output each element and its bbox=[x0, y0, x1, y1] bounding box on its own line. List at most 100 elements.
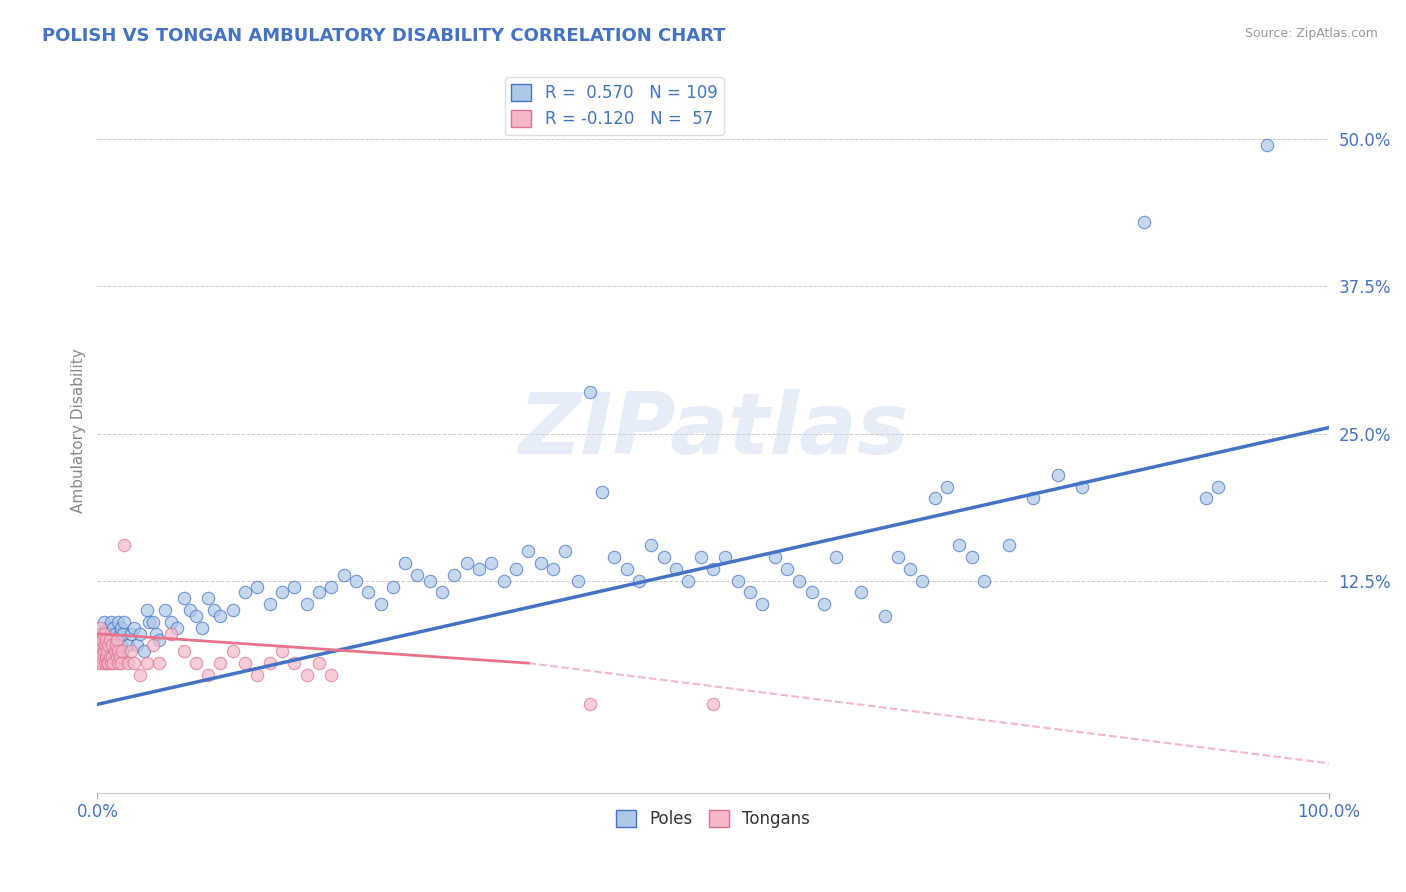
Point bbox=[103, 656, 125, 670]
Point bbox=[94, 626, 117, 640]
Point bbox=[153, 603, 176, 617]
Point bbox=[530, 556, 553, 570]
Point bbox=[259, 597, 281, 611]
Point bbox=[87, 656, 110, 670]
Point bbox=[101, 639, 124, 653]
Point bbox=[107, 615, 129, 629]
Point bbox=[763, 550, 786, 565]
Point bbox=[283, 656, 305, 670]
Point bbox=[160, 615, 183, 629]
Point bbox=[135, 603, 157, 617]
Point bbox=[105, 632, 128, 647]
Point bbox=[111, 644, 134, 658]
Point bbox=[129, 626, 152, 640]
Point bbox=[179, 603, 201, 617]
Point bbox=[603, 550, 626, 565]
Point bbox=[129, 668, 152, 682]
Point bbox=[751, 597, 773, 611]
Point bbox=[468, 562, 491, 576]
Point bbox=[184, 656, 207, 670]
Point bbox=[110, 621, 132, 635]
Point bbox=[505, 562, 527, 576]
Point bbox=[90, 632, 112, 647]
Point bbox=[1022, 491, 1045, 506]
Point bbox=[166, 621, 188, 635]
Point bbox=[103, 639, 125, 653]
Point bbox=[93, 656, 115, 670]
Point bbox=[541, 562, 564, 576]
Point bbox=[800, 585, 823, 599]
Point bbox=[112, 626, 135, 640]
Point bbox=[554, 544, 576, 558]
Point bbox=[98, 626, 121, 640]
Point bbox=[120, 644, 142, 658]
Y-axis label: Ambulatory Disability: Ambulatory Disability bbox=[72, 348, 86, 513]
Point bbox=[1206, 479, 1229, 493]
Point bbox=[456, 556, 478, 570]
Point bbox=[148, 632, 170, 647]
Point bbox=[117, 656, 139, 670]
Point bbox=[184, 609, 207, 624]
Point bbox=[105, 650, 128, 665]
Legend: Poles, Tongans: Poles, Tongans bbox=[609, 804, 817, 835]
Point bbox=[394, 556, 416, 570]
Point bbox=[191, 621, 214, 635]
Point bbox=[94, 632, 117, 647]
Point bbox=[104, 644, 127, 658]
Point bbox=[960, 550, 983, 565]
Point bbox=[114, 538, 136, 552]
Point bbox=[89, 626, 111, 640]
Point bbox=[100, 656, 122, 670]
Point bbox=[492, 574, 515, 588]
Point bbox=[120, 626, 142, 640]
Point bbox=[579, 385, 602, 400]
Point bbox=[96, 632, 118, 647]
Point bbox=[406, 567, 429, 582]
Text: ZIPatlas: ZIPatlas bbox=[517, 389, 908, 472]
Point bbox=[591, 485, 613, 500]
Point bbox=[875, 609, 897, 624]
Point bbox=[110, 656, 132, 670]
Point bbox=[813, 597, 835, 611]
Point bbox=[197, 591, 219, 606]
Point bbox=[91, 656, 114, 670]
Point bbox=[93, 639, 115, 653]
Point bbox=[93, 626, 115, 640]
Point bbox=[1133, 214, 1156, 228]
Point bbox=[479, 556, 502, 570]
Point bbox=[117, 639, 139, 653]
Point bbox=[924, 491, 946, 506]
Point bbox=[776, 562, 799, 576]
Point bbox=[381, 580, 404, 594]
Point bbox=[173, 644, 195, 658]
Point bbox=[197, 668, 219, 682]
Point bbox=[114, 615, 136, 629]
Point bbox=[849, 585, 872, 599]
Point bbox=[714, 550, 737, 565]
Point bbox=[105, 639, 128, 653]
Point bbox=[628, 574, 651, 588]
Point bbox=[111, 650, 134, 665]
Point bbox=[94, 644, 117, 658]
Point bbox=[145, 626, 167, 640]
Point bbox=[665, 562, 688, 576]
Point bbox=[973, 574, 995, 588]
Point bbox=[233, 585, 256, 599]
Point bbox=[104, 650, 127, 665]
Point bbox=[370, 597, 392, 611]
Point bbox=[101, 650, 124, 665]
Point bbox=[90, 639, 112, 653]
Point bbox=[108, 639, 131, 653]
Point bbox=[209, 656, 232, 670]
Point bbox=[124, 656, 146, 670]
Point bbox=[87, 626, 110, 640]
Point bbox=[652, 550, 675, 565]
Point bbox=[948, 538, 970, 552]
Point bbox=[93, 639, 115, 653]
Point bbox=[997, 538, 1019, 552]
Point bbox=[89, 639, 111, 653]
Point bbox=[97, 656, 120, 670]
Point bbox=[430, 585, 453, 599]
Point bbox=[110, 639, 132, 653]
Point bbox=[97, 639, 120, 653]
